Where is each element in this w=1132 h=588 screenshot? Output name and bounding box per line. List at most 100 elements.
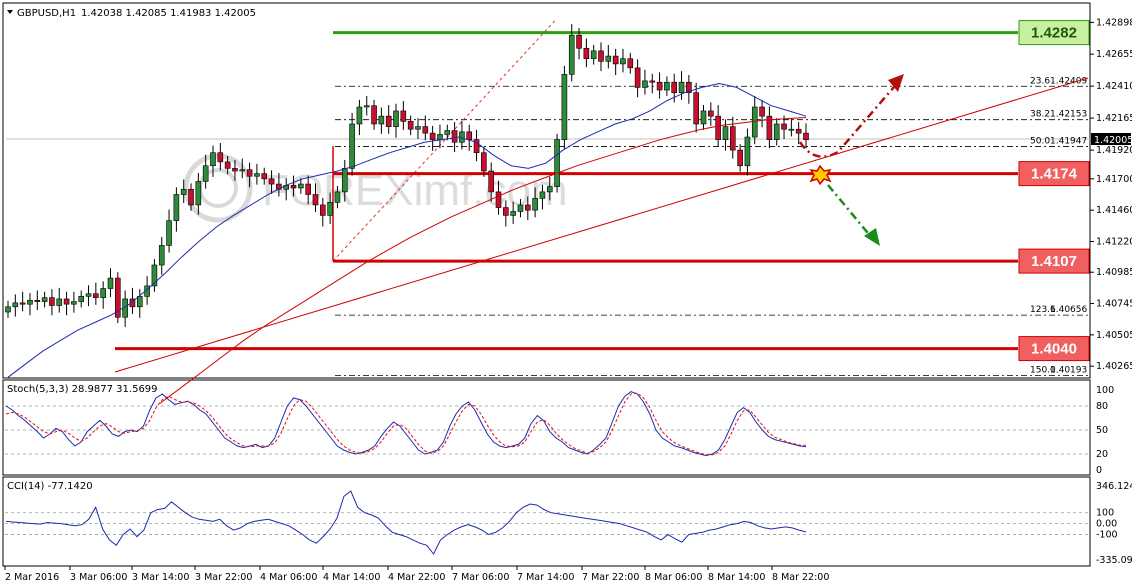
fib-price-label: 1.42409 bbox=[1050, 76, 1087, 86]
candle-body bbox=[503, 207, 509, 216]
candle-body bbox=[678, 81, 685, 93]
candle-body bbox=[312, 194, 319, 206]
stoch-axis-label: 80 bbox=[1096, 401, 1108, 412]
projection-up-arrow bbox=[798, 79, 901, 158]
level-badge-label: 1.4282 bbox=[1031, 25, 1077, 42]
stoch-axis-label: 100 bbox=[1096, 385, 1114, 396]
candle-body bbox=[671, 81, 678, 93]
candle-body bbox=[583, 47, 590, 60]
candle-body bbox=[532, 198, 538, 211]
candle-body bbox=[327, 202, 333, 216]
price-axis-label: 1.42165 bbox=[1096, 113, 1132, 124]
current-price-label: 1.42005 bbox=[1094, 135, 1132, 146]
candle-body bbox=[803, 132, 809, 140]
level-badge-label: 1.4040 bbox=[1031, 341, 1077, 358]
candle-body bbox=[180, 188, 187, 195]
candle-body bbox=[605, 55, 612, 62]
price-axis-label: 1.42410 bbox=[1096, 81, 1132, 92]
price-axis-label: 1.41700 bbox=[1096, 174, 1132, 185]
candle-body bbox=[158, 245, 165, 266]
candle-body bbox=[136, 296, 143, 308]
candle-body bbox=[656, 81, 663, 91]
cci-axis-label: -335.0947 bbox=[1096, 555, 1132, 566]
candle-body bbox=[620, 58, 626, 65]
candle-body bbox=[5, 306, 11, 313]
current-price-box bbox=[1091, 133, 1131, 146]
candle-body bbox=[378, 115, 385, 125]
cci-axis-label: 346.1244 bbox=[1096, 481, 1132, 492]
candle-body bbox=[744, 136, 751, 167]
candle-body bbox=[210, 152, 216, 167]
candle-body bbox=[634, 67, 641, 88]
candle-body bbox=[63, 298, 70, 305]
time-axis-label: 8 Mar 22:00 bbox=[772, 572, 829, 583]
candle-body bbox=[795, 128, 802, 134]
time-axis-label: 7 Mar 14:00 bbox=[517, 572, 574, 583]
candle-body bbox=[49, 297, 55, 306]
candle-body bbox=[341, 168, 348, 193]
level-badge-1.4282 bbox=[1018, 20, 1090, 46]
candle-body bbox=[320, 204, 326, 216]
fib-price-label: 1.42153 bbox=[1050, 110, 1087, 120]
candle-body bbox=[686, 81, 692, 93]
candle-body bbox=[722, 126, 729, 140]
candle-body bbox=[151, 264, 158, 287]
trend-line-long bbox=[114, 77, 1089, 373]
candle-body bbox=[363, 105, 370, 108]
level-badge-1.4040 bbox=[1018, 336, 1090, 362]
price-axis-label: 1.40985 bbox=[1096, 267, 1132, 278]
candle-body bbox=[19, 302, 26, 305]
candle-body bbox=[115, 277, 121, 318]
candle-body bbox=[305, 183, 311, 195]
candle-body bbox=[561, 74, 568, 140]
time-axis-label: 3 Mar 06:00 bbox=[70, 572, 127, 583]
stochastic-panel: 100 80 50 20 0 bbox=[5, 385, 1114, 476]
candle-body bbox=[590, 50, 597, 60]
candle-body bbox=[224, 161, 231, 169]
candle-body bbox=[71, 301, 77, 305]
symbol-dropdown-icon[interactable] bbox=[7, 10, 13, 14]
time-axis-label: 3 Mar 14:00 bbox=[132, 572, 189, 583]
stoch-axis-label: 0 bbox=[1096, 465, 1102, 476]
time-axis-label: 8 Mar 06:00 bbox=[645, 572, 702, 583]
candle-body bbox=[393, 110, 399, 127]
candle-body bbox=[751, 106, 758, 138]
candle-body bbox=[700, 110, 707, 125]
candle-body bbox=[451, 130, 458, 143]
candle-body bbox=[415, 126, 421, 130]
price-axis-label: 1.41460 bbox=[1096, 205, 1132, 216]
candle-body bbox=[334, 191, 341, 203]
level-badge-label: 1.4174 bbox=[1031, 166, 1078, 183]
candle-body bbox=[517, 204, 524, 212]
candle-body bbox=[107, 277, 114, 289]
candle-body bbox=[554, 139, 560, 187]
candle-body bbox=[715, 115, 721, 140]
cci-axis-label: 100 bbox=[1096, 508, 1114, 519]
time-axis-label: 7 Mar 22:00 bbox=[582, 572, 639, 583]
cci-panel: 2 Mar 2016 3 Mar 06:00 3 Mar 14:00 3 Mar 22… bbox=[4, 481, 1132, 583]
candle-body bbox=[34, 299, 41, 302]
candle-body bbox=[737, 149, 743, 167]
candle-body bbox=[166, 220, 172, 246]
stoch-panel-frame bbox=[2, 379, 1091, 476]
symbol-label: GBPUSD,H1 bbox=[17, 8, 76, 19]
candle-body bbox=[349, 123, 355, 169]
fib-ratio-label: 23.6 bbox=[1030, 76, 1050, 86]
candle-body bbox=[202, 165, 209, 182]
candle-body bbox=[773, 123, 780, 140]
candle-body bbox=[422, 126, 429, 134]
candle-body bbox=[246, 169, 253, 177]
time-axis-label: 7 Mar 06:00 bbox=[452, 572, 509, 583]
candle-body bbox=[195, 181, 202, 206]
level-badge-1.4174 bbox=[1018, 161, 1090, 187]
cci-panel-frame bbox=[2, 476, 1091, 567]
candle-body bbox=[693, 92, 699, 125]
candle-body bbox=[481, 152, 487, 172]
fib-ratio-label: 150.0 bbox=[1030, 366, 1056, 376]
fib-price-label: 1.40656 bbox=[1050, 305, 1087, 315]
candle-body bbox=[708, 110, 714, 117]
price-axis-label: 1.42655 bbox=[1096, 49, 1132, 60]
stoch-signal-line bbox=[5, 392, 806, 456]
candle-body bbox=[627, 58, 634, 69]
